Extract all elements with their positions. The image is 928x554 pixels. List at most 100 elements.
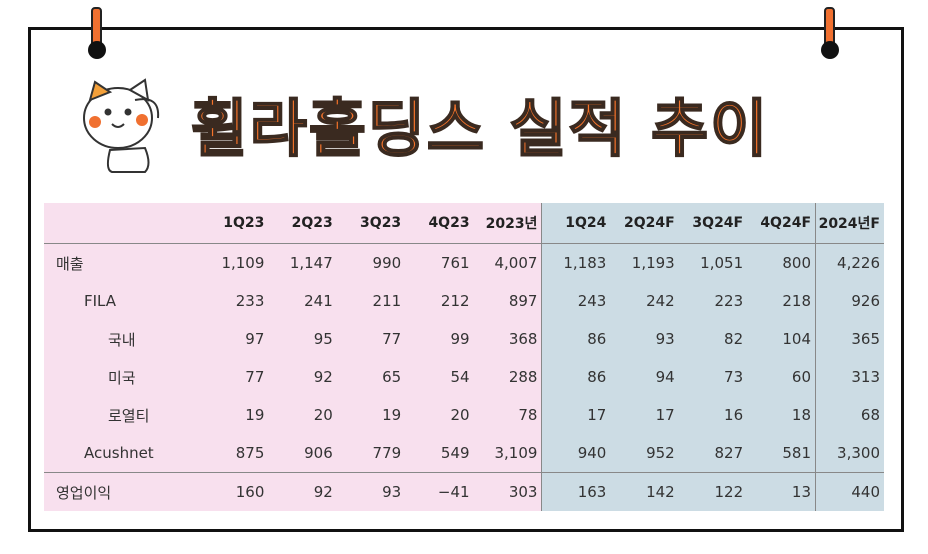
- cell: 952: [610, 434, 679, 473]
- cell: 93: [610, 320, 679, 358]
- cell: 104: [747, 320, 817, 358]
- cell: 223: [678, 282, 748, 320]
- column-header: 4Q23: [405, 203, 474, 244]
- cell: 218: [747, 282, 817, 320]
- cell: 233: [200, 282, 269, 320]
- cell: 990: [336, 243, 406, 282]
- cell: 68: [815, 396, 884, 434]
- cell: 3,300: [815, 434, 884, 473]
- column-header: 4Q24F: [747, 203, 817, 244]
- row-label: Acushnet: [44, 434, 200, 473]
- cell: 122: [678, 472, 748, 511]
- cell: 1,147: [268, 243, 337, 282]
- cell: 20: [268, 396, 337, 434]
- cell: 1,051: [678, 243, 748, 282]
- table-row: 로열티 19 20 19 20 78 17 17 16 18 68: [44, 396, 884, 434]
- cell: 940: [541, 434, 611, 473]
- cell: 313: [815, 358, 884, 396]
- cell: 97: [200, 320, 269, 358]
- cell: 60: [747, 358, 817, 396]
- cell: 4,007: [473, 243, 543, 282]
- cell: 4,226: [815, 243, 884, 282]
- column-header: 3Q24F: [678, 203, 748, 244]
- column-header: 1Q23: [200, 203, 269, 244]
- table-row: 국내 97 95 77 99 368 86 93 82 104 365: [44, 320, 884, 358]
- table-row: Acushnet 875 906 779 549 3,109 940 952 827 581 3,3…: [44, 434, 884, 473]
- cell: 92: [268, 358, 337, 396]
- cell: 92: [268, 472, 337, 511]
- corner: [44, 203, 200, 244]
- cell: 73: [678, 358, 748, 396]
- cell: 875: [200, 434, 269, 473]
- cell: 365: [815, 320, 884, 358]
- cell: 82: [678, 320, 748, 358]
- cell: 1,109: [200, 243, 269, 282]
- cell: 3,109: [473, 434, 543, 473]
- column-header: 2024년F: [815, 203, 884, 244]
- pin-head: [88, 41, 106, 59]
- column-header: 1Q24: [541, 203, 611, 244]
- cell: 243: [541, 282, 611, 320]
- cell: 54: [405, 358, 474, 396]
- cell: 303: [473, 472, 543, 511]
- cell: 13: [747, 472, 817, 511]
- cell: 241: [268, 282, 337, 320]
- frame: [28, 27, 904, 532]
- pin-head: [821, 41, 839, 59]
- cell: 549: [405, 434, 474, 473]
- cell: 77: [336, 320, 406, 358]
- cell: 99: [405, 320, 474, 358]
- cell: 86: [541, 320, 611, 358]
- cell: 581: [747, 434, 817, 473]
- cell: 827: [678, 434, 748, 473]
- cell: 440: [815, 472, 884, 511]
- table-row: 매출 1,109 1,147 990 761 4,007 1,183 1,193 1,051 80…: [44, 243, 884, 282]
- cell: 94: [610, 358, 679, 396]
- cell: 1,183: [541, 243, 611, 282]
- cell: 163: [541, 472, 611, 511]
- cell: 19: [336, 396, 406, 434]
- cell: 1,193: [610, 243, 679, 282]
- cell: 160: [200, 472, 269, 511]
- cell: 800: [747, 243, 817, 282]
- column-header: 2Q24F: [610, 203, 679, 244]
- results-table: 1Q23 2Q23 3Q23 4Q23 2023년 1Q24 2Q24F 3Q24F 4Q24F…: [44, 203, 884, 511]
- cell: 761: [405, 243, 474, 282]
- table-row: FILA 233 241 211 212 897 243 242 223 218 926: [44, 282, 884, 320]
- cell: −41: [405, 472, 474, 511]
- row-label: 국내: [44, 320, 200, 358]
- column-header: 2023년: [473, 203, 543, 244]
- cell: 211: [336, 282, 406, 320]
- cell: 926: [815, 282, 884, 320]
- column-header: 3Q23: [336, 203, 406, 244]
- row-label: FILA: [44, 282, 200, 320]
- cell: 368: [473, 320, 543, 358]
- table-row: 미국 77 92 65 54 288 86 94 73 60 313: [44, 358, 884, 396]
- cell: 20: [405, 396, 474, 434]
- cell: 93: [336, 472, 406, 511]
- cell: 95: [268, 320, 337, 358]
- cell: 19: [200, 396, 269, 434]
- cat-icon: [83, 78, 160, 173]
- cell: 288: [473, 358, 543, 396]
- cell: 17: [610, 396, 679, 434]
- title: 휠라홀딩스 실적 추이: [190, 91, 770, 166]
- cell: 142: [610, 472, 679, 511]
- row-label: 매출: [44, 243, 200, 282]
- cell: 897: [473, 282, 543, 320]
- row-label: 영업이익: [44, 472, 200, 511]
- cell: 212: [405, 282, 474, 320]
- cell: 242: [610, 282, 679, 320]
- cell: 16: [678, 396, 748, 434]
- cell: 86: [541, 358, 611, 396]
- cell: 18: [747, 396, 817, 434]
- table-row: 영업이익 160 92 93 −41 303 163 142 122 13 440: [44, 472, 884, 511]
- cell: 77: [200, 358, 269, 396]
- column-header: 2Q23: [268, 203, 337, 244]
- cell: 906: [268, 434, 337, 473]
- cell: 17: [541, 396, 611, 434]
- cell: 779: [336, 434, 406, 473]
- row-label: 로열티: [44, 396, 200, 434]
